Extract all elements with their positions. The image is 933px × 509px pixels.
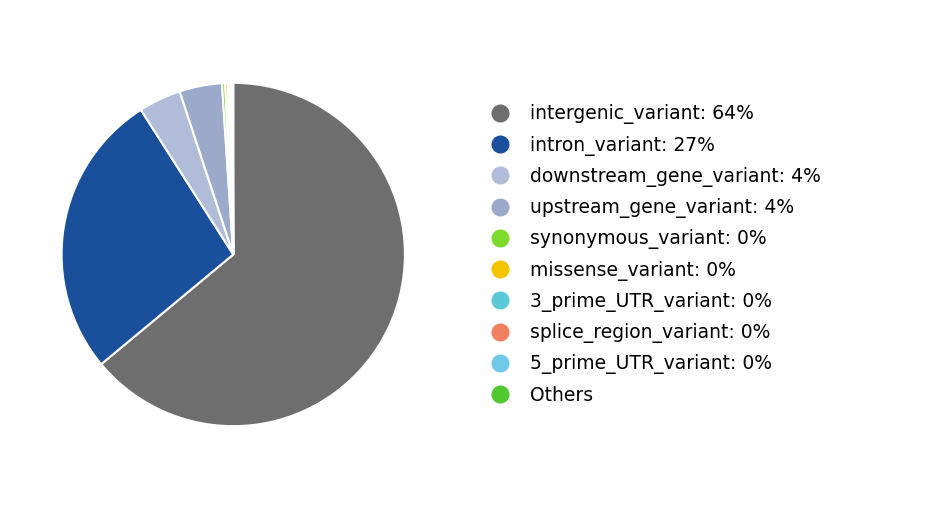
Legend: intergenic_variant: 64%, intron_variant: 27%, downstream_gene_variant: 4%, upstr: intergenic_variant: 64%, intron_variant:… (481, 104, 821, 405)
Wedge shape (225, 83, 233, 254)
Wedge shape (101, 83, 405, 426)
Wedge shape (180, 83, 233, 254)
Wedge shape (230, 83, 233, 254)
Wedge shape (62, 110, 233, 364)
Wedge shape (141, 92, 233, 254)
Wedge shape (231, 83, 233, 254)
Wedge shape (228, 83, 233, 254)
Wedge shape (222, 83, 233, 254)
